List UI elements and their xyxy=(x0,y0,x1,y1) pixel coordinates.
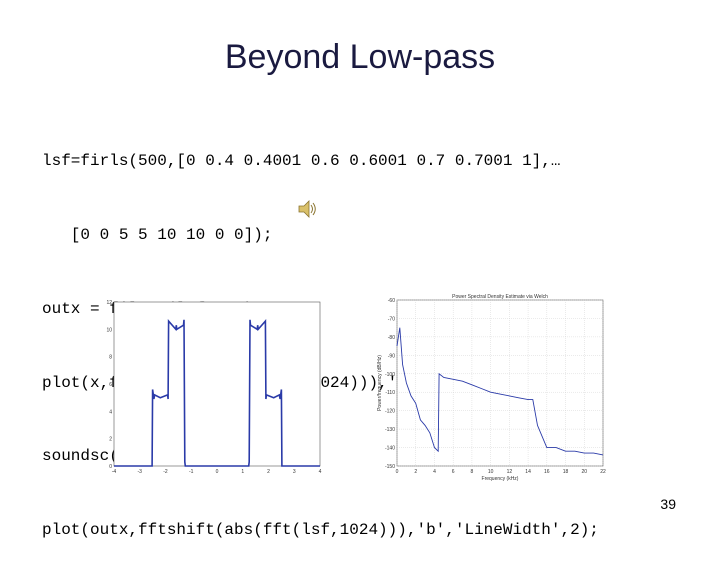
slide-title: Beyond Low-pass xyxy=(224,38,496,76)
y-tick-label: -120 xyxy=(385,409,395,415)
code-line: plot(outx,fftshift(abs(fft(lsf,1024))),'… xyxy=(42,521,599,540)
y-tick-label: -80 xyxy=(388,335,395,341)
y-tick-label: -100 xyxy=(385,372,395,378)
y-tick-label: 4 xyxy=(109,409,112,415)
y-tick-label: -130 xyxy=(385,427,395,433)
y-tick-label: -110 xyxy=(385,390,395,396)
speaker-icon[interactable] xyxy=(297,198,319,220)
x-tick-label: 3 xyxy=(293,469,296,475)
code-line: [0 0 5 5 10 10 0 0]); xyxy=(42,225,273,244)
x-tick-label: 8 xyxy=(471,469,474,475)
x-tick-label: 20 xyxy=(581,469,587,475)
plot-frame xyxy=(396,299,604,467)
y-tick-label: 6 xyxy=(109,382,112,388)
x-tick-label: -2 xyxy=(163,469,168,475)
y-tick-label: -140 xyxy=(385,446,395,452)
x-tick-label: 4 xyxy=(433,469,436,475)
y-tick-label: 0 xyxy=(109,464,112,470)
series-line xyxy=(396,327,604,456)
x-tick-label: 12 xyxy=(507,469,513,475)
y-tick-label: 8 xyxy=(109,355,112,361)
x-tick-label: 0 xyxy=(216,469,219,475)
x-tick-label: 4 xyxy=(319,469,322,475)
frequency-response-plot: -4 -3 -2 -1 0 1 2 3 4 0 2 4 6 8 10 12 xyxy=(100,298,325,480)
x-tick-label: 14 xyxy=(525,469,531,475)
page-number: 39 xyxy=(660,496,676,512)
x-tick-label: 16 xyxy=(544,469,550,475)
y-tick-label: -150 xyxy=(385,464,395,470)
x-tick-label: 10 xyxy=(488,469,494,475)
x-tick-label: -1 xyxy=(189,469,194,475)
x-tick-label: -4 xyxy=(112,469,117,475)
x-tick-label: 18 xyxy=(563,469,569,475)
psd-plot: 0 2 4 6 8 10 12 14 16 18 20 22 -60 -70 -80 -90 -100 -110 -… xyxy=(375,290,607,485)
x-tick-label: 0 xyxy=(396,469,399,475)
x-tick-label: 2 xyxy=(414,469,417,475)
plot-frame xyxy=(113,301,321,467)
y-tick-label: -90 xyxy=(388,353,395,359)
y-tick-label: -70 xyxy=(388,316,395,322)
x-tick-label: -3 xyxy=(138,469,143,475)
chart-title: Power Spectral Density Estimate via Welc… xyxy=(452,294,548,300)
y-tick-label: -60 xyxy=(388,298,395,304)
x-axis-label: Frequency (kHz) xyxy=(482,476,519,482)
y-tick-label: 2 xyxy=(109,437,112,443)
x-tick-label: 6 xyxy=(452,469,455,475)
series-line xyxy=(114,318,320,467)
y-axis-label: Power/frequency (dB/Hz) xyxy=(377,355,383,411)
y-tick-label: 12 xyxy=(106,300,112,306)
x-tick-label: 22 xyxy=(600,469,606,475)
x-tick-label: 2 xyxy=(267,469,270,475)
x-tick-label: 1 xyxy=(241,469,244,475)
code-line: lsf=firls(500,[0 0.4 0.4001 0.6 0.6001 0… xyxy=(42,152,561,171)
y-tick-label: 10 xyxy=(106,327,112,333)
